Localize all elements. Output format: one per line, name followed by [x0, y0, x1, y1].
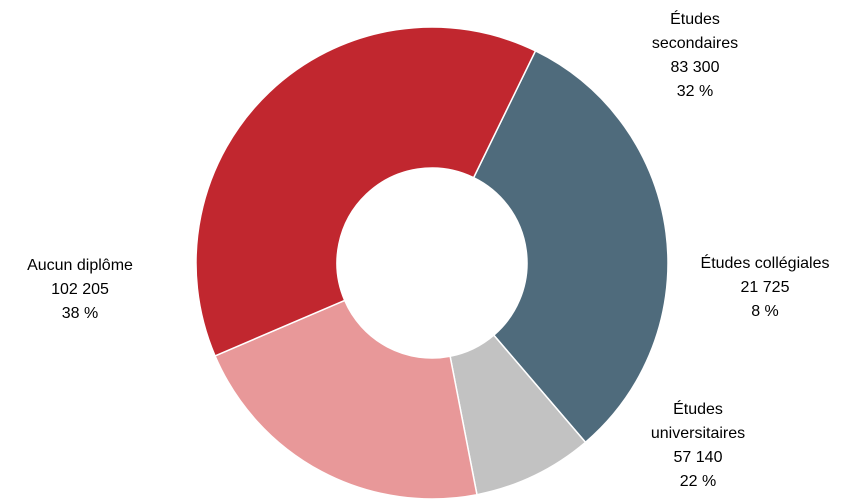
label-value: 57 140 [673, 449, 723, 466]
label-etudes-collegiales: Études collégiales 21 725 8 % [680, 252, 850, 324]
label-value: 21 725 [740, 279, 790, 296]
label-percent: 22 % [679, 473, 717, 490]
label-percent: 32 % [676, 83, 714, 100]
label-category: Études collégiales [700, 255, 830, 272]
label-etudes-secondaires: Études secondaires 83 300 32 % [630, 8, 760, 104]
label-aucun-diplome: Aucun diplôme 102 205 38 % [10, 254, 150, 326]
label-category-line-1: Études [673, 401, 723, 418]
donut-slice-etudes-secondaires [472, 49, 669, 444]
donut-slices [195, 26, 669, 500]
label-category-line-1: Études [670, 11, 720, 28]
donut-slice-aucun-diplome [195, 26, 537, 357]
label-value: 83 300 [670, 59, 720, 76]
label-percent: 8 % [751, 303, 779, 320]
label-category-line-2: secondaires [651, 35, 739, 52]
label-value: 102 205 [51, 281, 109, 298]
label-category: Aucun diplôme [27, 257, 133, 274]
label-percent: 38 % [61, 305, 99, 322]
donut-slice-etudes-universitaires [214, 299, 478, 500]
label-etudes-universitaires: Études universitaires 57 140 22 % [633, 398, 763, 494]
label-category-line-2: universitaires [650, 425, 746, 442]
